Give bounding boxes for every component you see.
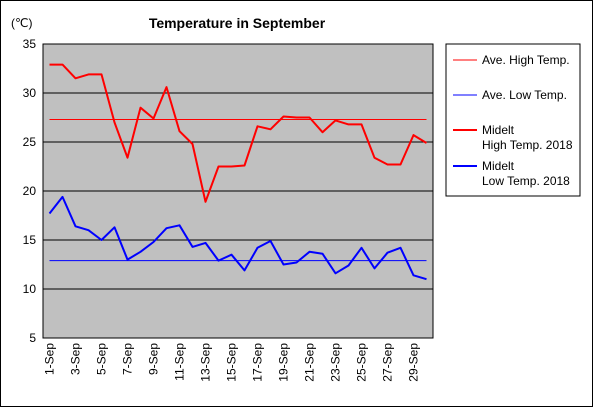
y-tick-label: 35 <box>23 37 37 51</box>
x-tick-label: 7-Sep <box>121 343 135 375</box>
y-tick-label: 10 <box>23 282 37 296</box>
legend-label: Ave. Low Temp. <box>482 88 567 102</box>
x-tick-label: 15-Sep <box>225 343 239 382</box>
x-tick-label: 5-Sep <box>95 343 109 375</box>
y-tick-label: 5 <box>29 331 36 345</box>
legend-label: Midelt Low Temp. 2018 <box>482 159 570 188</box>
x-tick-label: 17-Sep <box>251 343 265 382</box>
x-tick-label: 3-Sep <box>69 343 83 375</box>
y-axis-unit: (℃) <box>11 16 32 30</box>
x-tick-label: 19-Sep <box>277 343 291 382</box>
x-tick-label: 29-Sep <box>407 343 421 382</box>
x-tick-label: 11-Sep <box>173 343 187 381</box>
x-tick-labels: 1-Sep 3-Sep 5-Sep 7-Sep 9-Sep 11-Sep 13-Sep 15-… <box>43 343 421 382</box>
chart-title: Temperature in September <box>149 15 326 31</box>
legend: Ave. High Temp. Ave. Low Temp. Midelt High … <box>453 53 573 188</box>
x-tick-label: 13-Sep <box>199 343 213 382</box>
series-line-4 <box>48 195 427 281</box>
y-tick-label: 20 <box>23 184 37 198</box>
series-lines <box>48 63 428 281</box>
legend-box <box>445 43 581 197</box>
x-tick-label: 1-Sep <box>43 343 57 375</box>
y-tick-label: 15 <box>23 233 37 247</box>
y-tick-labels: 5 10 15 20 25 30 35 <box>23 37 37 345</box>
x-tick-label: 25-Sep <box>355 343 369 382</box>
y-tick-label: 30 <box>23 86 37 100</box>
legend-label: Midelt High Temp. 2018 <box>482 123 573 152</box>
x-tick-label: 9-Sep <box>147 343 161 375</box>
legend-label: Ave. High Temp. <box>482 53 570 67</box>
series-line-3 <box>49 63 428 203</box>
x-tick-label: 21-Sep <box>303 343 317 382</box>
gridlines <box>43 92 433 290</box>
y-tick-label: 25 <box>23 135 37 149</box>
x-tick-label: 23-Sep <box>329 343 343 382</box>
x-tick-label: 27-Sep <box>381 343 395 382</box>
